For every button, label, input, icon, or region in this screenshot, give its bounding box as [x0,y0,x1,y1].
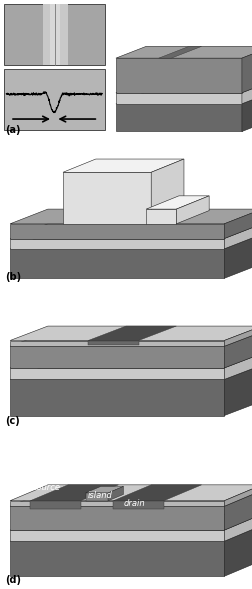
Text: island: island [88,491,113,499]
Polygon shape [63,159,184,173]
Polygon shape [88,326,176,340]
Text: (d): (d) [5,575,21,585]
Polygon shape [10,340,224,346]
Polygon shape [242,47,252,92]
Polygon shape [116,92,242,104]
Polygon shape [151,159,184,224]
Polygon shape [30,485,118,501]
Polygon shape [116,104,242,131]
Polygon shape [10,541,224,576]
Polygon shape [242,92,252,131]
Polygon shape [224,234,252,279]
Polygon shape [113,501,164,509]
Polygon shape [10,379,224,416]
Polygon shape [10,346,224,368]
Polygon shape [159,47,202,58]
Polygon shape [224,525,252,576]
Polygon shape [10,239,224,249]
Text: drain: drain [123,498,145,508]
Polygon shape [113,485,202,501]
Polygon shape [10,514,252,530]
Polygon shape [10,485,252,501]
Polygon shape [10,525,252,541]
Polygon shape [116,92,252,104]
Polygon shape [108,487,123,501]
Polygon shape [10,224,252,239]
Polygon shape [224,365,252,416]
Polygon shape [224,491,252,530]
Bar [4,69,105,130]
Polygon shape [10,353,252,368]
Polygon shape [10,209,252,224]
Polygon shape [146,196,209,209]
Polygon shape [10,368,224,379]
Polygon shape [86,493,108,501]
Bar [4,4,105,65]
Text: source: source [33,482,61,492]
Text: (b): (b) [5,272,21,282]
Polygon shape [224,332,252,368]
Polygon shape [10,501,224,507]
Polygon shape [10,365,252,379]
Polygon shape [224,514,252,541]
Polygon shape [88,340,139,345]
Polygon shape [63,173,151,224]
Polygon shape [242,81,252,104]
Text: (a): (a) [5,125,21,135]
Polygon shape [146,209,176,224]
Bar [50,4,60,65]
Polygon shape [10,224,224,239]
Polygon shape [86,487,123,493]
Polygon shape [224,485,252,507]
Polygon shape [10,507,224,530]
Polygon shape [10,326,252,340]
Polygon shape [10,249,224,279]
Polygon shape [30,501,81,509]
Polygon shape [10,491,252,507]
Polygon shape [224,326,252,346]
Polygon shape [10,530,224,541]
Polygon shape [224,353,252,379]
Polygon shape [224,224,252,249]
Polygon shape [176,196,209,224]
Bar [43,4,68,65]
Polygon shape [10,234,252,249]
Polygon shape [116,47,252,58]
Polygon shape [10,332,252,346]
Polygon shape [116,81,252,92]
Text: (c): (c) [5,416,20,426]
Polygon shape [224,209,252,239]
Polygon shape [116,58,242,92]
